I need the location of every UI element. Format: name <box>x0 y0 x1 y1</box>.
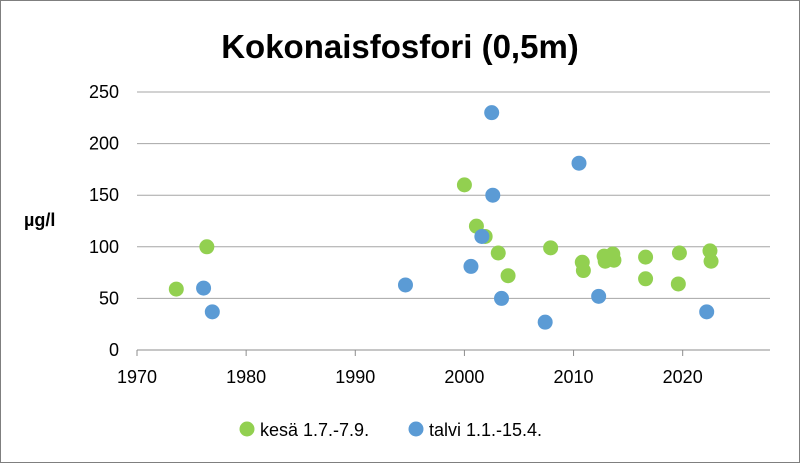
data-point-series-0 <box>670 276 686 292</box>
chart-title: Kokonaisfosfori (0,5m) <box>221 28 579 65</box>
axes: 0 50 100 150 200 250 1970 1980 1990 2000 2010 2020 <box>89 82 770 387</box>
data-point-series-0 <box>199 239 215 255</box>
y-tick-label: 150 <box>89 185 119 205</box>
x-tick-label: 1970 <box>117 367 157 387</box>
data-point-series-1 <box>474 228 490 244</box>
data-point-series-0 <box>606 252 622 268</box>
data-point-series-1 <box>571 155 587 171</box>
data-point-series-1 <box>537 314 553 330</box>
y-tick-label: 0 <box>109 340 119 360</box>
data-point-series-0 <box>543 240 559 256</box>
gridlines <box>137 91 770 299</box>
y-tick-label: 200 <box>89 134 119 154</box>
data-point-series-0 <box>671 245 687 261</box>
data-point-series-0 <box>500 268 516 284</box>
legend-label: talvi 1.1.-15.4. <box>429 420 542 440</box>
y-tick-label: 100 <box>89 237 119 257</box>
data-point-series-0 <box>638 271 654 287</box>
data-point-series-0 <box>456 177 472 193</box>
y-tick-label: 50 <box>99 288 119 308</box>
data-point-series-1 <box>204 304 220 320</box>
data-point-series-1 <box>463 258 479 274</box>
data-points <box>168 105 719 330</box>
legend-marker <box>239 421 255 437</box>
data-point-series-1 <box>397 277 413 293</box>
data-point-series-0 <box>638 249 654 265</box>
x-tick-label: 2020 <box>663 367 703 387</box>
legend-marker <box>408 421 424 437</box>
x-tick-label: 1990 <box>335 367 375 387</box>
data-point-series-1 <box>699 304 715 320</box>
data-point-series-1 <box>494 290 510 306</box>
data-point-series-0 <box>575 263 591 279</box>
data-point-series-0 <box>168 281 184 297</box>
data-point-series-0 <box>490 245 506 261</box>
y-axis-label: µg/l <box>24 210 55 230</box>
legend-label: kesä 1.7.-7.9. <box>260 420 369 440</box>
x-tick-label: 1980 <box>226 367 266 387</box>
data-point-series-1 <box>591 288 607 304</box>
y-tick-label: 250 <box>89 82 119 102</box>
data-point-series-1 <box>196 280 212 296</box>
legend: kesä 1.7.-7.9. talvi 1.1.-15.4. <box>239 420 542 440</box>
x-tick-label: 2010 <box>554 367 594 387</box>
data-point-series-1 <box>485 187 501 203</box>
x-tick-label: 2000 <box>444 367 484 387</box>
data-point-series-1 <box>484 105 500 121</box>
data-point-series-0 <box>703 253 719 269</box>
